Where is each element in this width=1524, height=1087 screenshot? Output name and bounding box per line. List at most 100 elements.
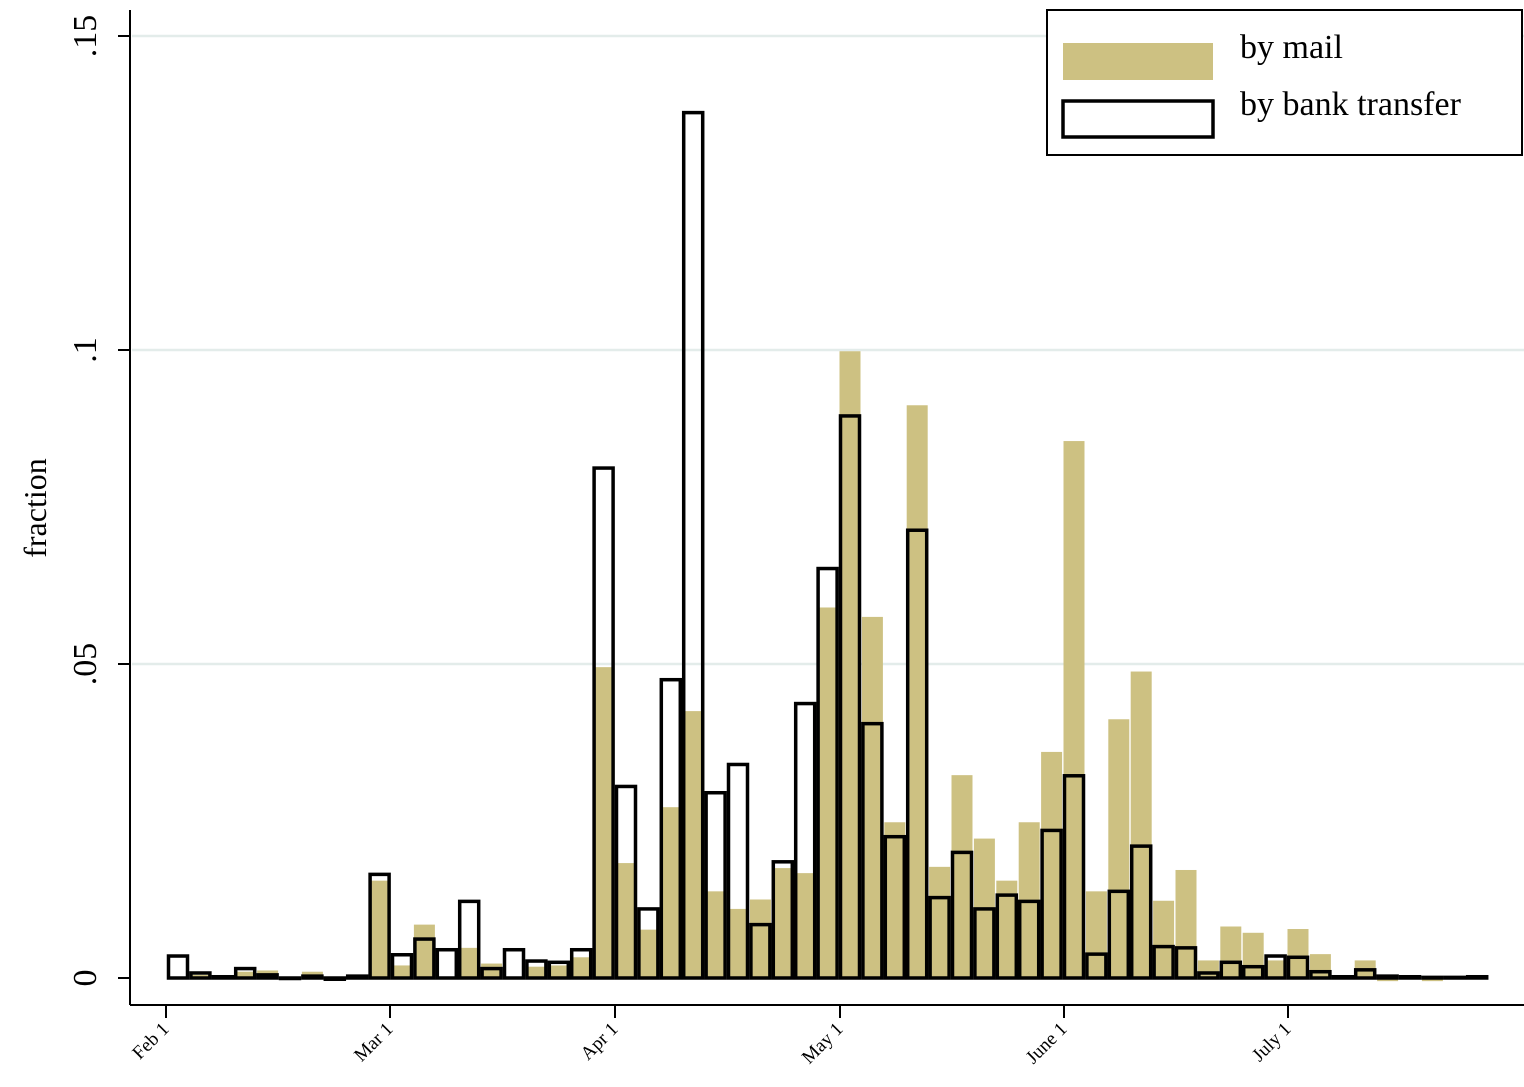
bar-by-mail [794,873,816,978]
bar-by-bank-transfer [771,860,795,980]
y-tick-label: .15 [67,15,104,58]
series-by-bank-transfer [166,110,1489,982]
bar-by-mail [951,775,973,978]
y-ticks: 0 .05 .1 .15 [67,15,130,987]
bar-by-mail [593,667,615,978]
x-tick-label: June 1 [1022,1019,1072,1069]
bar-by-mail [1265,960,1287,978]
bar-by-mail [1197,960,1219,978]
x-tick-label: Mar 1 [350,1019,397,1066]
x-ticks: Feb 1 Mar 1 Apr 1 May 1 June 1 July 1 [128,1005,1296,1069]
bar-by-bank-transfer [1174,946,1198,980]
bar-by-bank-transfer [861,721,884,980]
bar-by-bank-transfer [345,974,369,980]
bar-by-mail [884,822,906,978]
bar-by-bank-transfer [838,414,862,980]
bar-by-bank-transfer [1017,899,1041,980]
bar-by-bank-transfer [1398,974,1422,980]
bar-by-mail [817,607,839,978]
bar-by-mail [682,711,704,978]
bar-by-mail [570,957,592,978]
bar-by-bank-transfer [525,959,548,980]
bar-by-mail [1175,869,1197,978]
bar-by-mail [861,616,883,978]
bar-by-bank-transfer [704,790,727,980]
bar-by-mail [234,971,256,978]
bar-by-bank-transfer [816,566,839,980]
bar-by-bank-transfer [995,893,1019,980]
bar-by-mail [391,965,413,978]
bar-by-bank-transfer [323,976,347,982]
bar-by-mail [1153,900,1175,978]
bar-by-bank-transfer [166,954,190,980]
bar-by-bank-transfer [569,947,593,980]
bar-by-bank-transfer [1286,955,1310,980]
bar-by-bank-transfer [435,947,459,980]
bar-by-bank-transfer [256,973,279,980]
bar-by-bank-transfer [659,677,683,980]
bar-by-mail [1108,719,1130,978]
bar-by-mail [458,947,480,978]
bar-by-mail [413,924,435,978]
x-tick-label: May 1 [798,1019,848,1069]
x-tick-label: July 1 [1248,1019,1295,1066]
bar-by-bank-transfer [278,976,302,981]
bar-by-bank-transfer [973,907,996,980]
bar-by-mail [839,351,861,979]
bar-by-bank-transfer [547,960,571,980]
bar-by-mail [1063,441,1085,978]
bar-by-bank-transfer [1062,774,1086,980]
y-axis-label: fraction [17,458,53,558]
bar-by-bank-transfer [457,899,481,980]
bar-by-bank-transfer [1129,844,1153,980]
bar-by-bank-transfer [1107,889,1131,980]
bar-by-bank-transfer [301,974,324,980]
bar-by-bank-transfer [928,895,951,980]
bar-by-mail [1130,671,1152,978]
y-tick-label: .1 [67,337,104,363]
series-by-mail [167,351,1488,982]
legend-label-by-bank-transfer: by bank transfer [1240,86,1462,123]
bar-by-bank-transfer [211,974,235,980]
bar-by-bank-transfer [390,953,414,980]
legend: by mail by bank transfer [1046,9,1523,156]
bar-by-mail [481,963,503,978]
bar-by-bank-transfer [883,834,907,980]
bar-by-mail [1287,929,1309,978]
bar-by-bank-transfer [189,971,212,980]
bar-by-mail [548,965,570,978]
y-tick-label: .05 [67,643,104,686]
bar-by-mail [929,866,951,978]
bar-by-bank-transfer [637,907,660,980]
x-tick-label: Apr 1 [577,1019,623,1065]
bar-by-bank-transfer [1264,954,1287,980]
bar-by-mail [772,868,794,978]
bar-by-bank-transfer [681,110,705,980]
bar-by-bank-transfer [233,966,257,980]
legend-label-by-mail: by mail [1240,29,1343,66]
bar-by-bank-transfer [749,922,772,980]
bar-by-mail [996,880,1018,978]
bar-by-bank-transfer [1152,944,1175,980]
bar-by-bank-transfer [1309,969,1332,980]
bar-by-bank-transfer [502,947,526,980]
bar-by-mail [369,880,391,978]
bar-by-mail [637,929,659,978]
legend-swatch-by-bank-transfer [1061,99,1215,139]
bar-by-bank-transfer [905,528,929,980]
legend-swatch-by-mail [1063,43,1213,80]
bar-by-mail [660,807,682,978]
bar-by-bank-transfer [1219,960,1243,980]
bar-by-bank-transfer [1421,975,1444,980]
bar-by-bank-transfer [1085,952,1108,980]
bar-by-mail [1041,751,1063,978]
bar-by-bank-transfer [1353,968,1377,980]
bar-by-bank-transfer [950,850,974,980]
bar-by-mail [525,966,547,978]
bar-by-mail [749,899,771,978]
x-tick-label: Feb 1 [128,1019,173,1064]
bar-by-bank-transfer [614,784,638,980]
bar-by-bank-transfer [1443,975,1467,980]
